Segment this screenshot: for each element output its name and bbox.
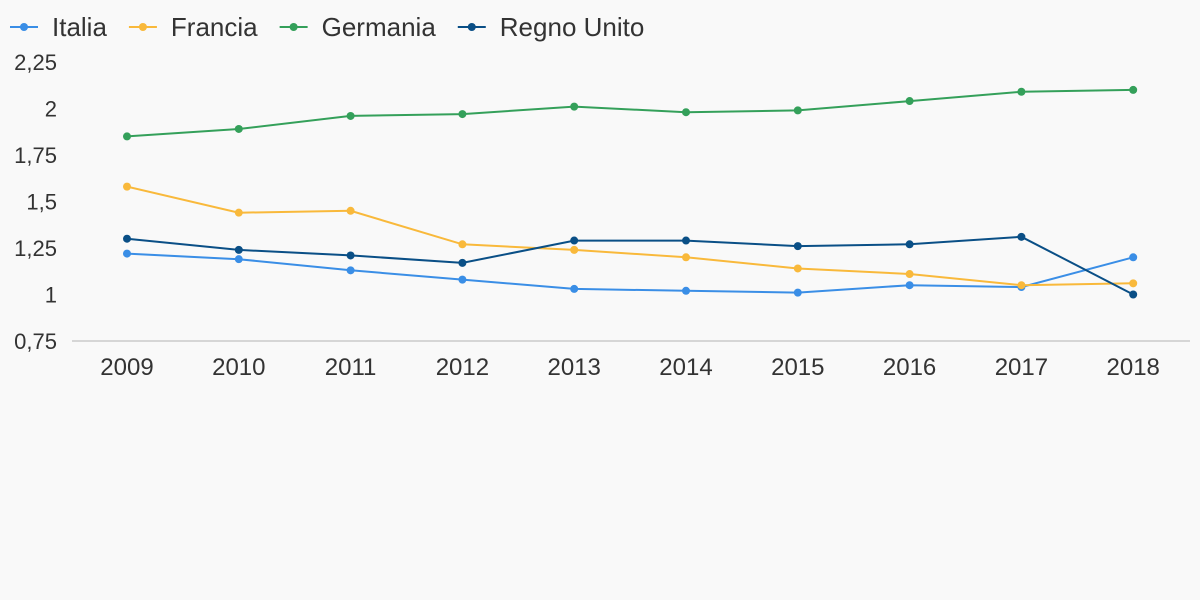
y-tick-label: 1 — [45, 283, 57, 308]
legend-item-2[interactable]: Germania — [279, 12, 437, 42]
series-line — [126, 185, 1134, 287]
data-point[interactable] — [346, 111, 355, 120]
legend-item-0[interactable]: Italia — [10, 12, 107, 42]
data-point[interactable] — [346, 251, 355, 260]
x-tick-label: 2014 — [659, 354, 712, 381]
data-point[interactable] — [234, 124, 243, 133]
data-point[interactable] — [123, 249, 131, 258]
data-point[interactable] — [1129, 253, 1138, 262]
legend-label: Germania — [322, 12, 437, 42]
x-tick-label: 2017 — [995, 354, 1048, 381]
data-point[interactable] — [1129, 279, 1138, 288]
data-point[interactable] — [346, 206, 355, 215]
plot-area — [123, 85, 1138, 299]
data-point[interactable] — [682, 108, 690, 117]
data-point[interactable] — [458, 275, 467, 284]
x-tick-label: 2009 — [100, 354, 153, 381]
data-point[interactable] — [793, 264, 802, 273]
data-point[interactable] — [1129, 290, 1138, 299]
data-point[interactable] — [793, 242, 802, 251]
data-point[interactable] — [905, 97, 914, 106]
series-line — [126, 252, 1134, 294]
data-point[interactable] — [234, 245, 243, 254]
y-tick-label: 2 — [45, 97, 57, 122]
series-line — [126, 88, 1134, 138]
data-point[interactable] — [234, 255, 243, 264]
data-point[interactable] — [1129, 85, 1138, 94]
y-tick-label: 1,75 — [14, 143, 57, 168]
legend-label: Regno Unito — [500, 12, 645, 42]
data-point[interactable] — [793, 106, 802, 115]
x-tick-label: 2010 — [212, 354, 265, 381]
y-tick-label: 1,25 — [14, 236, 57, 261]
series-1 — [123, 182, 1138, 290]
data-point[interactable] — [682, 253, 690, 262]
legend-item-3[interactable]: Regno Unito — [457, 12, 645, 42]
legend-marker-3 — [467, 23, 476, 31]
series-3 — [123, 232, 1138, 299]
legend-label: Italia — [52, 12, 107, 42]
series-2 — [123, 85, 1138, 141]
data-point[interactable] — [905, 281, 914, 290]
data-point[interactable] — [458, 258, 467, 267]
series-line — [126, 235, 1134, 296]
data-point[interactable] — [346, 266, 355, 275]
x-tick-label: 2016 — [883, 354, 936, 381]
data-point[interactable] — [1017, 87, 1026, 96]
x-tick-label: 2015 — [771, 354, 824, 381]
data-point[interactable] — [1017, 281, 1026, 290]
x-tick-label: 2013 — [548, 354, 601, 381]
data-point[interactable] — [458, 240, 467, 249]
data-point[interactable] — [682, 236, 690, 245]
data-point[interactable] — [682, 286, 690, 295]
data-point[interactable] — [570, 236, 579, 245]
y-tick-label: 0,75 — [14, 329, 57, 354]
data-point[interactable] — [905, 240, 914, 249]
legend-marker-2 — [289, 23, 298, 31]
legend-label: Francia — [171, 12, 258, 42]
data-point[interactable] — [234, 208, 243, 217]
data-point[interactable] — [123, 182, 131, 191]
y-axis: 0,75 1 1,25 1,5 1,75 2 2,25 — [14, 50, 57, 354]
data-point[interactable] — [458, 110, 467, 119]
x-tick-label: 2012 — [436, 354, 489, 381]
x-axis: 2009 2010 2011 2012 2013 2014 2015 2016 2017 2018 — [72, 340, 1190, 381]
data-point[interactable] — [793, 288, 802, 297]
series-0 — [123, 249, 1138, 297]
data-point[interactable] — [570, 102, 579, 111]
y-tick-label: 1,5 — [26, 190, 57, 215]
y-tick-label: 2,25 — [14, 50, 57, 75]
legend-item-1[interactable]: Francia — [128, 12, 258, 42]
data-point[interactable] — [123, 132, 131, 141]
data-point[interactable] — [570, 284, 579, 293]
data-point[interactable] — [1017, 232, 1026, 241]
data-point[interactable] — [570, 245, 579, 254]
legend: Italia Francia Germania Regno Unito — [10, 12, 644, 42]
data-point[interactable] — [123, 234, 131, 243]
legend-marker-1 — [138, 23, 147, 31]
data-point[interactable] — [905, 270, 914, 279]
x-tick-label: 2018 — [1107, 354, 1160, 381]
x-tick-label: 2011 — [325, 354, 377, 381]
legend-marker-0 — [20, 23, 28, 31]
